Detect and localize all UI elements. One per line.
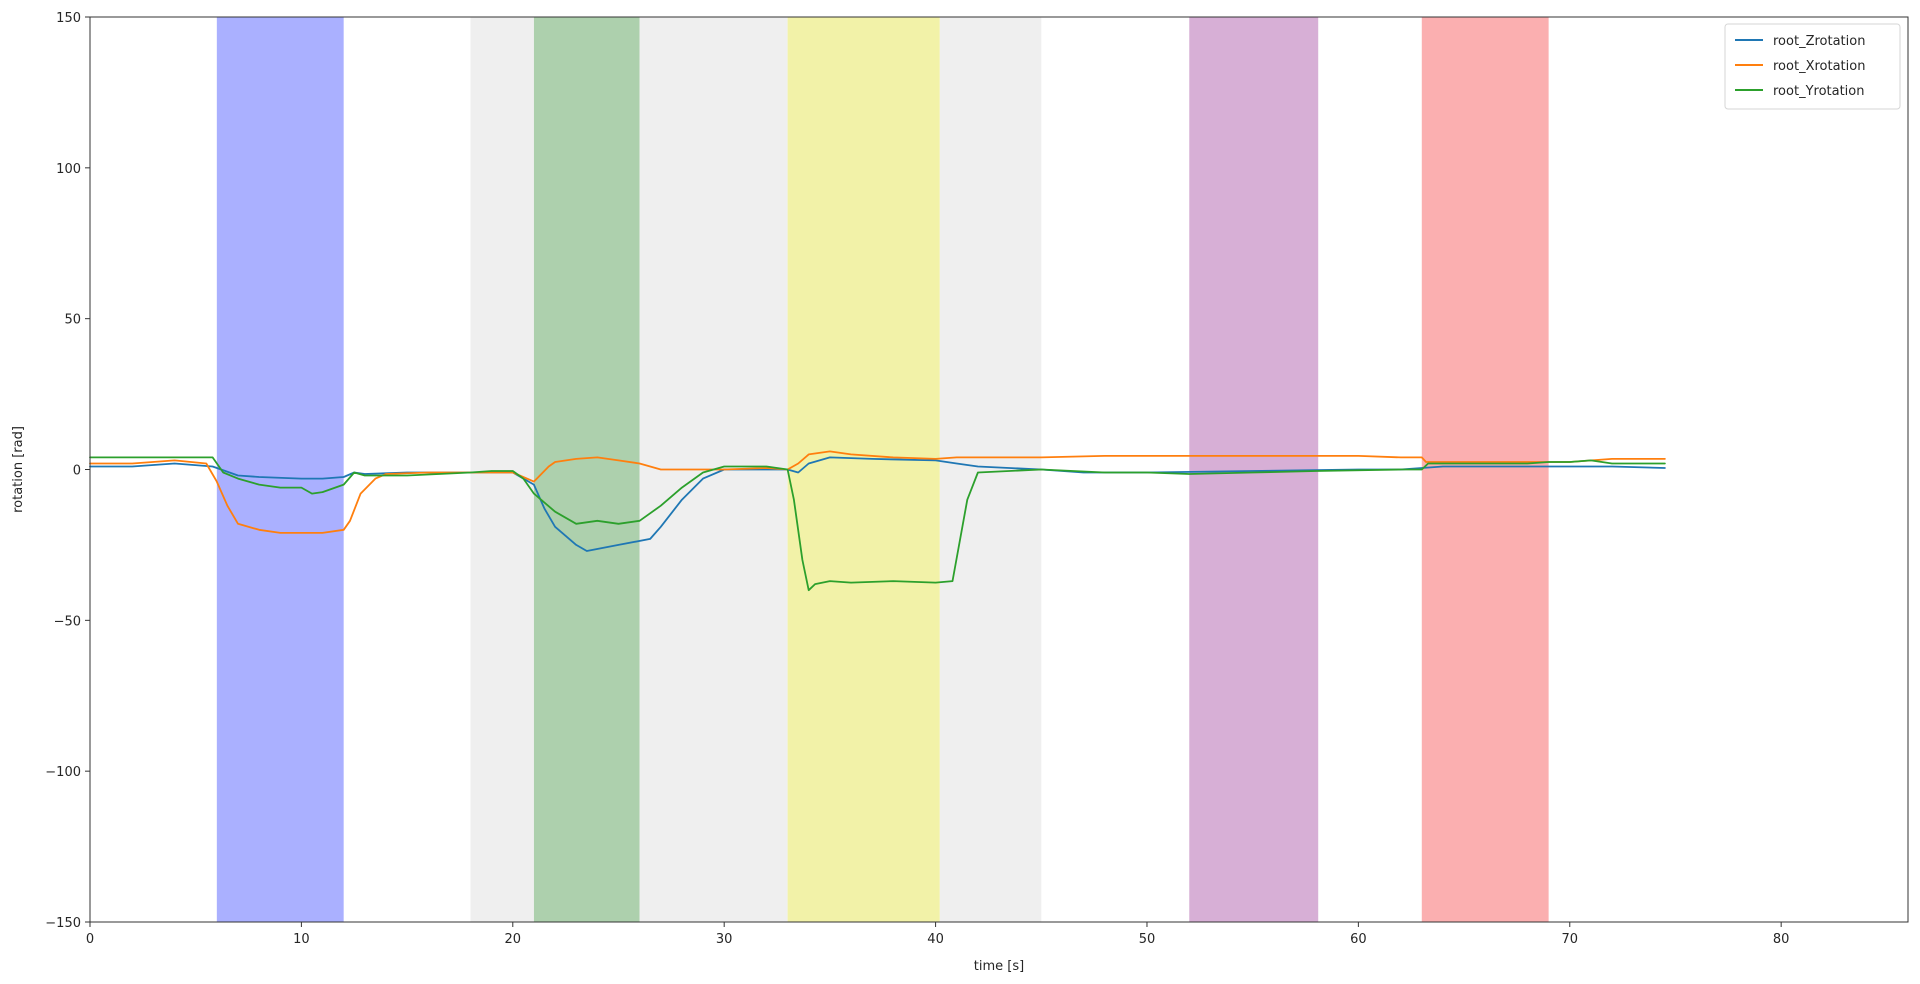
highlight-band	[787, 17, 940, 922]
legend-box	[1724, 23, 1901, 110]
x-tick-label: 40	[927, 932, 944, 947]
y-axis-label: rotation [rad]	[11, 426, 26, 513]
x-tick-label: 70	[1561, 932, 1578, 947]
legend-entry: root_Xrotation	[1773, 59, 1865, 74]
y-axis-ticks: −150 −100 −50 0 50 100 150	[45, 11, 90, 931]
series-lines	[89, 450, 1666, 592]
legend: root_Zrotation root_Xrotation root_Yrotati…	[1724, 23, 1901, 110]
y-tick-label: 100	[56, 162, 81, 177]
y-tick-label: 150	[56, 11, 81, 26]
highlight-band	[1421, 17, 1549, 922]
y-tick-label: −100	[45, 765, 81, 780]
x-tick-label: 60	[1350, 932, 1367, 947]
x-axis-ticks: 0 10 20 30 40 50 60 70 80	[86, 922, 1790, 947]
legend-entry: root_Zrotation	[1773, 34, 1865, 49]
highlight-band	[470, 17, 534, 922]
x-tick-label: 20	[505, 932, 522, 947]
x-tick-label: 10	[293, 932, 310, 947]
legend-entry: root_Yrotation	[1773, 84, 1864, 99]
series-line-root_Yrotation	[89, 456, 1666, 592]
y-tick-label: −50	[54, 614, 81, 629]
highlight-band	[216, 17, 344, 922]
y-tick-label: 0	[73, 464, 81, 479]
y-tick-label: −150	[45, 916, 81, 931]
x-tick-label: 50	[1139, 932, 1156, 947]
x-axis-label: time [s]	[974, 959, 1024, 974]
x-tick-label: 30	[716, 932, 733, 947]
series-line-root_Zrotation	[89, 456, 1666, 552]
y-tick-label: 50	[64, 313, 81, 328]
x-tick-label: 0	[86, 932, 94, 947]
highlight-band	[533, 17, 640, 922]
x-tick-label: 80	[1773, 932, 1790, 947]
series-line-root_Xrotation	[89, 450, 1666, 534]
